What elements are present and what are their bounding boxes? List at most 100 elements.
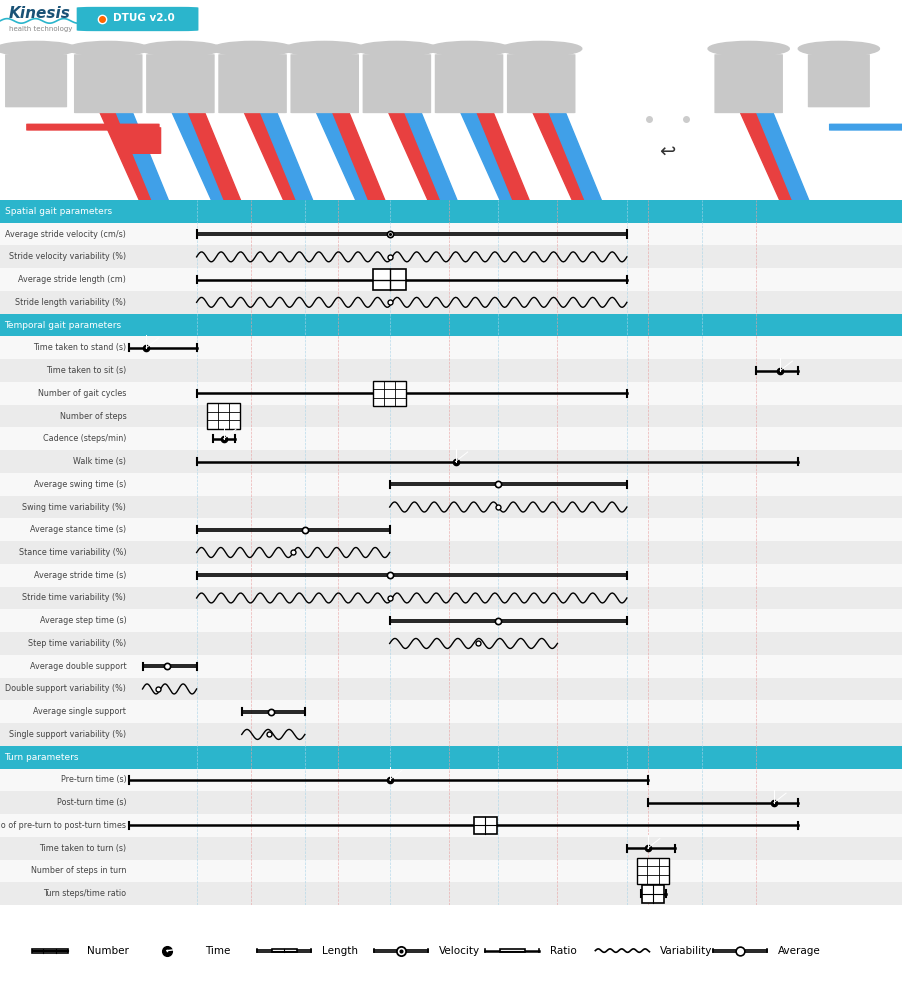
Circle shape — [68, 41, 149, 56]
Polygon shape — [116, 113, 173, 212]
Text: Swing time variability (%): Swing time variability (%) — [23, 503, 126, 512]
Text: Temporal gait parameters: Temporal gait parameters — [5, 321, 122, 330]
Circle shape — [708, 41, 789, 56]
Bar — [0, 450, 902, 473]
Bar — [373, 269, 406, 290]
FancyBboxPatch shape — [363, 54, 431, 113]
Polygon shape — [244, 113, 301, 203]
Polygon shape — [741, 113, 797, 203]
Bar — [0, 336, 902, 359]
Bar — [0, 245, 902, 268]
Text: DTUG v2.0: DTUG v2.0 — [113, 13, 174, 23]
Text: Ratio: Ratio — [550, 946, 577, 956]
Text: health technology: health technology — [9, 25, 72, 31]
FancyBboxPatch shape — [26, 124, 160, 131]
Bar — [0, 860, 902, 882]
Bar — [373, 381, 406, 406]
Bar — [207, 403, 240, 429]
Circle shape — [428, 41, 510, 56]
Bar — [0, 541, 902, 564]
Text: Average step time (s): Average step time (s) — [40, 616, 126, 625]
Polygon shape — [333, 113, 390, 212]
Text: Ratio of pre-turn to post-turn times: Ratio of pre-turn to post-turn times — [0, 821, 126, 830]
Text: ↩: ↩ — [659, 142, 676, 161]
Bar — [0, 769, 902, 791]
Bar — [0, 223, 902, 245]
Bar — [0, 359, 902, 382]
Text: Stride time variability (%): Stride time variability (%) — [23, 593, 126, 602]
Text: Spatial gait parameters: Spatial gait parameters — [5, 207, 112, 216]
Text: Kinesis: Kinesis — [9, 6, 71, 21]
Polygon shape — [549, 113, 606, 212]
Text: Length: Length — [322, 946, 358, 956]
Text: Single support variability (%): Single support variability (%) — [9, 730, 126, 739]
FancyBboxPatch shape — [829, 124, 902, 131]
FancyBboxPatch shape — [507, 54, 575, 113]
Text: Post-turn time (s): Post-turn time (s) — [57, 798, 126, 807]
Text: Variability: Variability — [660, 946, 713, 956]
Bar — [0, 382, 902, 405]
Bar — [0, 632, 902, 655]
Bar — [0, 882, 902, 905]
Bar — [0, 518, 902, 541]
Bar — [0, 405, 902, 427]
FancyBboxPatch shape — [77, 7, 198, 31]
Bar — [0, 496, 902, 518]
Text: Stance time variability (%): Stance time variability (%) — [19, 548, 126, 557]
Text: Average single support: Average single support — [33, 707, 126, 716]
Text: Average stride velocity (cm/s): Average stride velocity (cm/s) — [5, 230, 126, 239]
Text: Average swing time (s): Average swing time (s) — [34, 480, 126, 489]
Bar — [0, 314, 902, 336]
Text: Average double support: Average double support — [30, 662, 126, 671]
Polygon shape — [100, 113, 157, 203]
Text: Stride velocity variability (%): Stride velocity variability (%) — [9, 252, 126, 261]
Text: Number: Number — [87, 946, 129, 956]
Text: Walk time (s): Walk time (s) — [73, 457, 126, 466]
Text: Average: Average — [778, 946, 820, 956]
Bar — [0, 655, 902, 678]
Text: Turn steps/time ratio: Turn steps/time ratio — [43, 889, 126, 898]
Bar — [0, 678, 902, 700]
Circle shape — [140, 41, 221, 56]
Circle shape — [798, 41, 879, 56]
Bar — [272, 949, 297, 952]
Bar — [641, 885, 665, 903]
Text: Number of steps: Number of steps — [60, 412, 126, 421]
Text: Average stance time (s): Average stance time (s) — [30, 525, 126, 534]
Text: Time taken to stand (s): Time taken to stand (s) — [33, 343, 126, 352]
Polygon shape — [477, 113, 534, 212]
FancyBboxPatch shape — [122, 127, 161, 154]
Polygon shape — [317, 113, 373, 203]
Circle shape — [0, 41, 77, 56]
Bar — [0, 268, 902, 291]
Polygon shape — [533, 113, 590, 203]
Text: Turn parameters: Turn parameters — [5, 753, 79, 762]
Text: Double support variability (%): Double support variability (%) — [5, 684, 126, 693]
Bar — [500, 949, 525, 952]
Bar — [0, 609, 902, 632]
Text: Average stride length (cm): Average stride length (cm) — [18, 275, 126, 284]
Text: Number of gait cycles: Number of gait cycles — [38, 389, 126, 398]
Text: Time: Time — [205, 946, 230, 956]
Text: Number of steps in turn: Number of steps in turn — [31, 866, 126, 875]
Bar — [0, 564, 902, 587]
Circle shape — [212, 41, 293, 56]
Polygon shape — [461, 113, 518, 203]
Text: Stride length variability (%): Stride length variability (%) — [15, 298, 126, 307]
Bar — [0, 200, 902, 223]
FancyBboxPatch shape — [290, 54, 359, 113]
Bar — [637, 858, 669, 884]
Circle shape — [356, 41, 437, 56]
FancyBboxPatch shape — [146, 54, 215, 113]
Bar — [0, 723, 902, 746]
Polygon shape — [757, 113, 814, 212]
Bar — [0, 587, 902, 609]
Text: Time taken to turn (s): Time taken to turn (s) — [39, 844, 126, 853]
Bar — [474, 817, 497, 834]
FancyBboxPatch shape — [5, 54, 67, 107]
Text: Pre-turn time (s): Pre-turn time (s) — [60, 775, 126, 784]
Bar — [0, 814, 902, 837]
FancyBboxPatch shape — [714, 54, 783, 113]
FancyBboxPatch shape — [808, 54, 870, 107]
FancyBboxPatch shape — [218, 54, 287, 113]
